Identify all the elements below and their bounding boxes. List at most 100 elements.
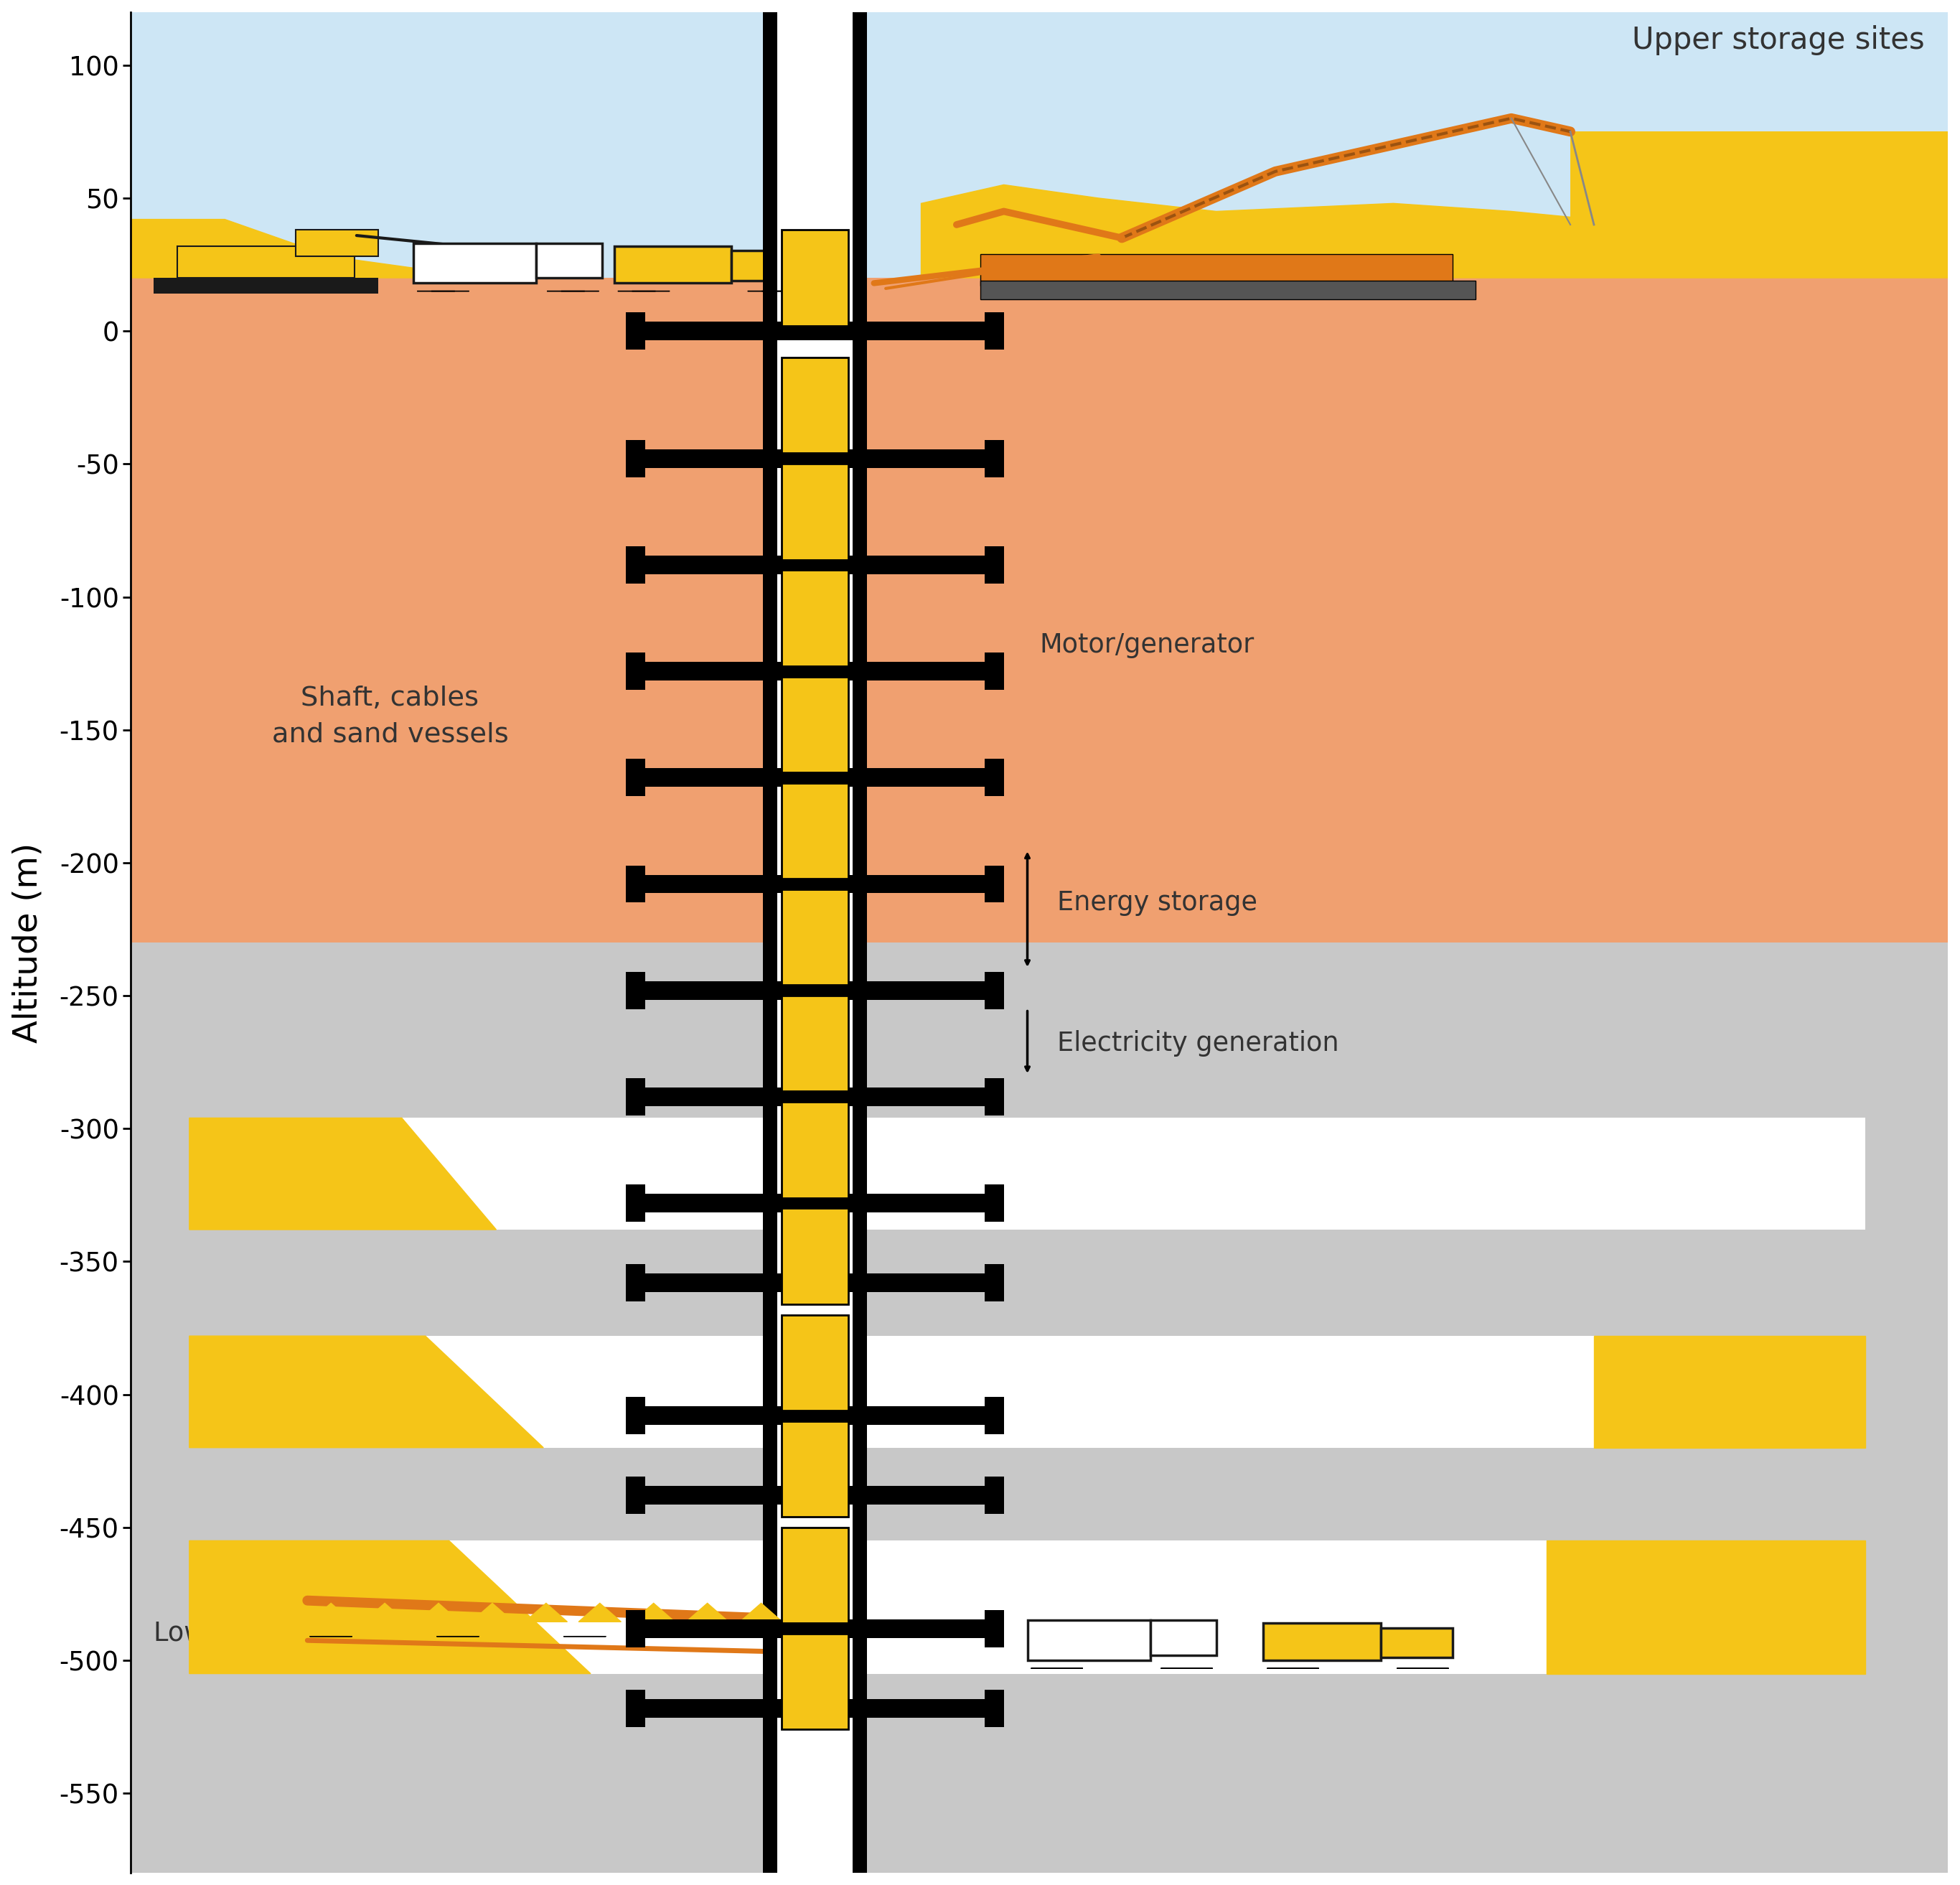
Polygon shape bbox=[741, 1602, 782, 1621]
Bar bbox=[613, 245, 731, 283]
Bar bbox=[537, 243, 602, 277]
Bar bbox=[980, 254, 1452, 287]
Bar bbox=[782, 782, 849, 878]
Polygon shape bbox=[129, 219, 484, 277]
Bar bbox=[1264, 1623, 1380, 1661]
Bar bbox=[645, 556, 762, 575]
Bar bbox=[866, 1088, 984, 1106]
Bar bbox=[645, 1193, 762, 1212]
Bar bbox=[645, 875, 762, 893]
Bar bbox=[984, 1397, 1004, 1434]
Polygon shape bbox=[525, 1602, 566, 1621]
Bar bbox=[782, 1527, 849, 1623]
Bar bbox=[645, 980, 762, 999]
Bar bbox=[866, 1274, 984, 1291]
Bar bbox=[645, 769, 762, 786]
Bar bbox=[625, 760, 645, 795]
Bar bbox=[762, 322, 866, 341]
Bar bbox=[645, 662, 762, 680]
Bar bbox=[190, 1118, 1866, 1229]
Bar bbox=[866, 1193, 984, 1212]
Bar bbox=[782, 464, 849, 560]
Polygon shape bbox=[1546, 1540, 1866, 1674]
Bar bbox=[625, 439, 645, 477]
Polygon shape bbox=[190, 1336, 543, 1448]
Bar bbox=[178, 245, 355, 277]
Bar bbox=[782, 995, 849, 1091]
Bar bbox=[782, 358, 849, 452]
Bar bbox=[984, 439, 1004, 477]
Bar bbox=[645, 1088, 762, 1106]
Bar bbox=[762, 1193, 866, 1212]
Y-axis label: Altitude (m): Altitude (m) bbox=[12, 843, 45, 1042]
Bar bbox=[645, 1619, 762, 1638]
Bar bbox=[762, 1619, 866, 1638]
Bar bbox=[782, 677, 849, 773]
Polygon shape bbox=[190, 1540, 590, 1674]
Bar bbox=[645, 1698, 762, 1717]
Bar bbox=[762, 980, 866, 999]
Bar bbox=[984, 1184, 1004, 1221]
Bar bbox=[782, 1314, 849, 1410]
Bar bbox=[782, 1103, 849, 1197]
Bar bbox=[866, 980, 984, 999]
Text: Shaft, cables
and sand vessels: Shaft, cables and sand vessels bbox=[272, 686, 508, 746]
Bar bbox=[984, 973, 1004, 1008]
Text: Lower storage sites: Lower storage sites bbox=[155, 1621, 410, 1647]
Bar bbox=[762, 662, 866, 680]
Bar bbox=[625, 313, 645, 349]
Bar bbox=[625, 1397, 645, 1434]
Bar bbox=[866, 1619, 984, 1638]
Bar bbox=[984, 1476, 1004, 1514]
Bar bbox=[984, 1078, 1004, 1116]
Bar bbox=[625, 1265, 645, 1301]
Bar bbox=[984, 547, 1004, 584]
Bar bbox=[762, 449, 866, 467]
Bar bbox=[782, 230, 849, 326]
Polygon shape bbox=[363, 1602, 406, 1621]
Polygon shape bbox=[310, 1602, 353, 1621]
Bar bbox=[645, 449, 762, 467]
Bar bbox=[866, 1406, 984, 1425]
Bar bbox=[762, 11, 778, 1874]
Bar bbox=[782, 571, 849, 665]
Bar bbox=[762, 1698, 866, 1717]
Bar bbox=[645, 1274, 762, 1291]
Bar bbox=[155, 277, 378, 294]
Bar bbox=[190, 1336, 1866, 1448]
Bar bbox=[762, 1274, 866, 1291]
Text: Energy storage: Energy storage bbox=[1056, 890, 1256, 916]
Bar bbox=[984, 652, 1004, 690]
Bar bbox=[625, 652, 645, 690]
Bar bbox=[866, 875, 984, 893]
Polygon shape bbox=[686, 1602, 729, 1621]
Bar bbox=[645, 322, 762, 341]
Text: Upper storage sites: Upper storage sites bbox=[1633, 25, 1925, 55]
Bar bbox=[782, 1634, 849, 1729]
Bar bbox=[866, 1698, 984, 1717]
Bar bbox=[762, 1088, 866, 1106]
Polygon shape bbox=[470, 1602, 514, 1621]
Bar bbox=[782, 1208, 849, 1304]
Bar bbox=[762, 875, 866, 893]
Bar bbox=[625, 1476, 645, 1514]
Bar bbox=[980, 281, 1476, 300]
Bar bbox=[866, 322, 984, 341]
Bar bbox=[1151, 1621, 1217, 1655]
Bar bbox=[625, 865, 645, 903]
Bar bbox=[414, 243, 537, 283]
Bar bbox=[984, 760, 1004, 795]
Bar bbox=[782, 890, 849, 986]
Polygon shape bbox=[190, 1118, 496, 1229]
Bar bbox=[1027, 1621, 1151, 1661]
Bar bbox=[129, 11, 1948, 277]
Polygon shape bbox=[921, 185, 1948, 277]
Bar bbox=[853, 11, 866, 1874]
Bar bbox=[625, 1078, 645, 1116]
Bar bbox=[625, 1610, 645, 1647]
Bar bbox=[984, 313, 1004, 349]
Bar bbox=[984, 865, 1004, 903]
Polygon shape bbox=[794, 1602, 837, 1621]
Bar bbox=[1570, 132, 1948, 277]
Text: Electricity generation: Electricity generation bbox=[1056, 1031, 1339, 1057]
